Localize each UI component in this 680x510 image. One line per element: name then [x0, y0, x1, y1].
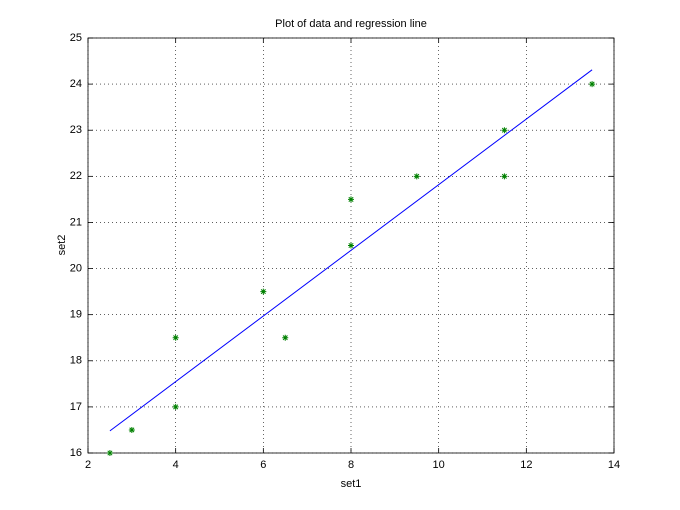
x-tick-label: 10 — [433, 459, 445, 471]
y-axis-label: set2 — [56, 235, 68, 256]
data-point — [260, 288, 267, 295]
y-tick-label: 17 — [70, 401, 82, 413]
data-point — [172, 403, 179, 410]
x-tick-label: 8 — [348, 459, 354, 471]
data-point — [501, 173, 508, 180]
chart-title: Plot of data and regression line — [275, 18, 427, 30]
data-point — [282, 334, 289, 341]
data-point — [589, 81, 596, 88]
x-tick-label: 6 — [260, 459, 266, 471]
x-axis-label: set1 — [341, 478, 362, 490]
y-tick-label: 23 — [70, 124, 82, 136]
y-tick-label: 19 — [70, 309, 82, 321]
data-point — [106, 450, 113, 456]
x-tick-label: 14 — [608, 459, 620, 471]
data-point — [348, 242, 354, 249]
y-tick-label: 24 — [70, 78, 82, 90]
y-tick-label: 18 — [70, 355, 82, 367]
data-point — [172, 334, 179, 341]
y-tick-label: 22 — [70, 170, 82, 182]
x-tick-label: 4 — [173, 459, 179, 471]
x-tick-label: 12 — [520, 459, 532, 471]
y-tick-label: 21 — [70, 216, 82, 228]
y-tick-label: 25 — [70, 32, 82, 44]
regression-line — [109, 69, 593, 432]
x-tick-label: 2 — [85, 459, 91, 471]
y-tick-label: 16 — [70, 447, 82, 459]
data-point — [413, 173, 420, 180]
data-point — [501, 127, 508, 134]
data-point — [128, 426, 135, 433]
data-point — [348, 196, 354, 203]
y-tick-label: 20 — [70, 262, 82, 274]
